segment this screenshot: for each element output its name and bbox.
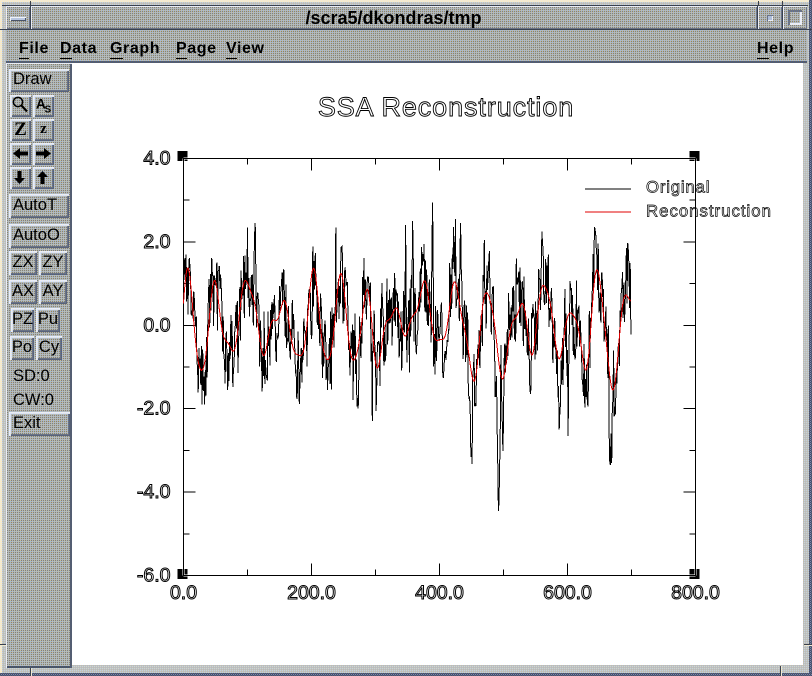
svg-text:S: S bbox=[45, 105, 52, 116]
svg-text:A: A bbox=[36, 97, 46, 112]
